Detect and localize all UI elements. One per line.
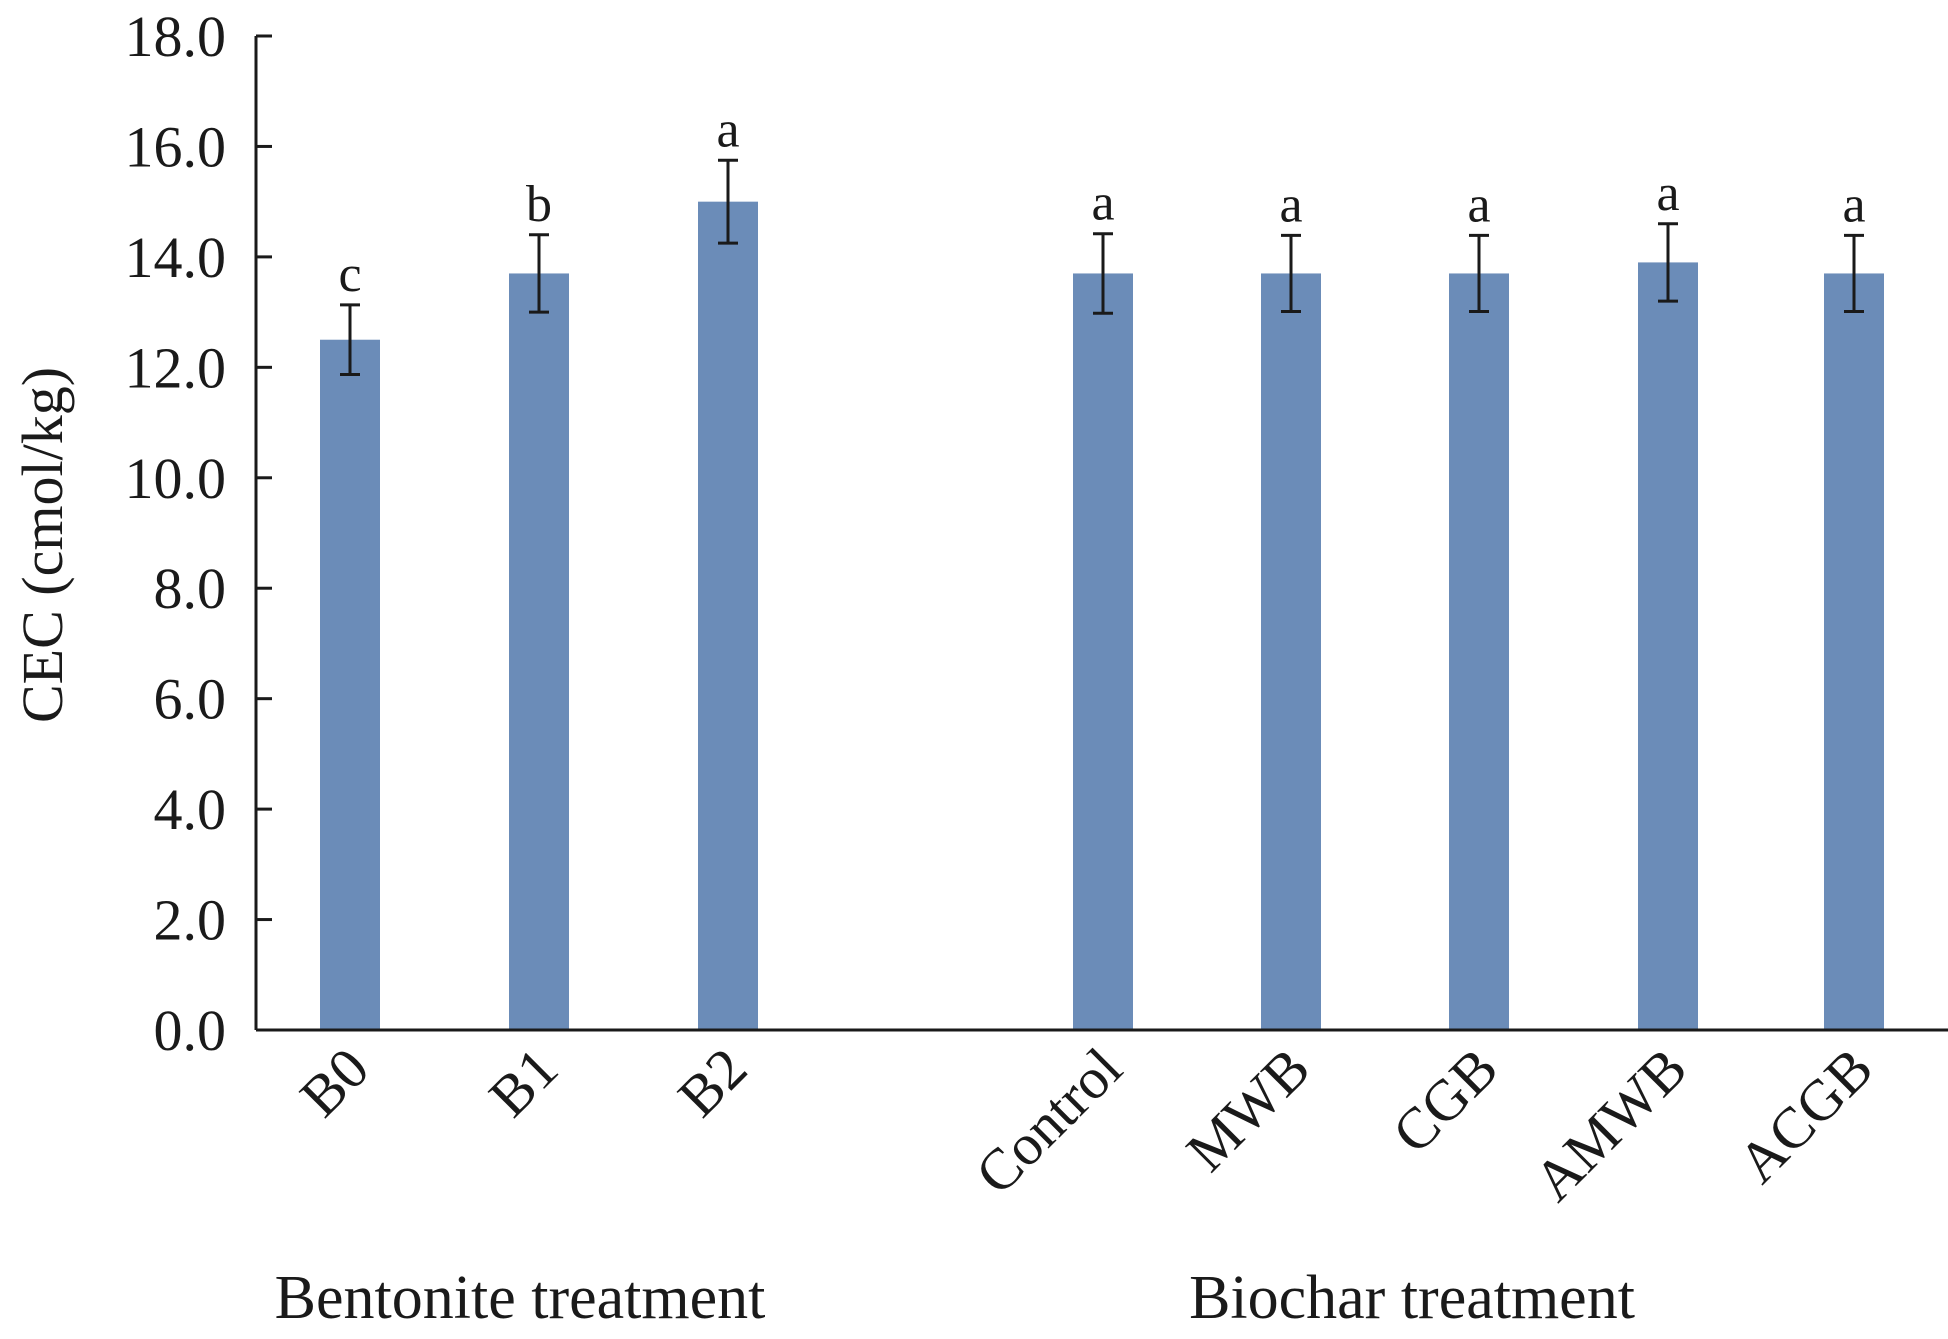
bar-b0 — [320, 339, 380, 1030]
bar-acgb — [1824, 273, 1884, 1030]
bars — [320, 201, 1884, 1030]
x-tick-label: MWB — [1174, 1035, 1322, 1183]
significance-letter: a — [716, 101, 739, 158]
group-label: Bentonite treatment — [275, 1264, 766, 1332]
error-bars — [340, 158, 1864, 377]
x-tick-label: B0 — [287, 1035, 381, 1129]
group-labels: Bentonite treatment Biochar treatment — [275, 1264, 1635, 1332]
error-bar-b1 — [529, 233, 549, 314]
x-tick-label: B1 — [476, 1035, 570, 1129]
error-bar-cgb — [1469, 233, 1489, 314]
y-tick-label: 16.0 — [125, 114, 227, 179]
significance-letter: b — [526, 176, 552, 233]
error-bar-mwb — [1281, 233, 1301, 314]
y-axis-label: CEC (cmol/kg) — [10, 367, 75, 723]
y-tick-label: 2.0 — [154, 888, 227, 953]
bar-cgb — [1449, 273, 1509, 1030]
error-bar-b2 — [718, 158, 738, 245]
error-bar-amwb — [1658, 222, 1678, 303]
bar-control — [1073, 273, 1133, 1030]
bar-b1 — [509, 273, 569, 1030]
y-tick-label: 0.0 — [154, 998, 227, 1063]
error-bar-acgb — [1844, 233, 1864, 314]
x-tick-label: AMWB — [1521, 1035, 1699, 1213]
significance-letter: a — [1467, 176, 1490, 233]
y-axis-ticks: 0.0 2.0 4.0 6.0 8.0 10.0 12.0 14.0 16.0 18.0 — [125, 4, 272, 1063]
error-bar-b0 — [340, 303, 360, 377]
significance-letter: a — [1656, 165, 1679, 222]
y-tick-label: 10.0 — [125, 446, 227, 511]
category-labels: B0 B1 B2 Control MWB CGB AMWB ACGB — [287, 1035, 1885, 1213]
significance-letter: a — [1279, 176, 1302, 233]
significance-letter: a — [1842, 176, 1865, 233]
error-bar-control — [1093, 232, 1113, 315]
y-tick-label: 14.0 — [125, 225, 227, 290]
significance-letter: c — [338, 246, 361, 303]
bar-b2 — [698, 201, 758, 1030]
x-tick-label: B2 — [665, 1035, 759, 1129]
y-tick-label: 4.0 — [154, 777, 227, 842]
y-tick-label: 12.0 — [125, 335, 227, 400]
x-tick-label: ACGB — [1725, 1035, 1885, 1195]
bar-amwb — [1638, 262, 1698, 1030]
bar-mwb — [1261, 273, 1321, 1030]
y-tick-label: 18.0 — [125, 4, 227, 69]
y-tick-label: 8.0 — [154, 556, 227, 621]
y-tick-label: 6.0 — [154, 667, 227, 732]
significance-letter: a — [1091, 175, 1114, 232]
group-label: Biochar treatment — [1189, 1264, 1635, 1332]
x-tick-label: Control — [963, 1035, 1134, 1206]
x-tick-label: CGB — [1380, 1035, 1510, 1165]
significance-labels: c b a a a a a a — [338, 101, 1865, 303]
